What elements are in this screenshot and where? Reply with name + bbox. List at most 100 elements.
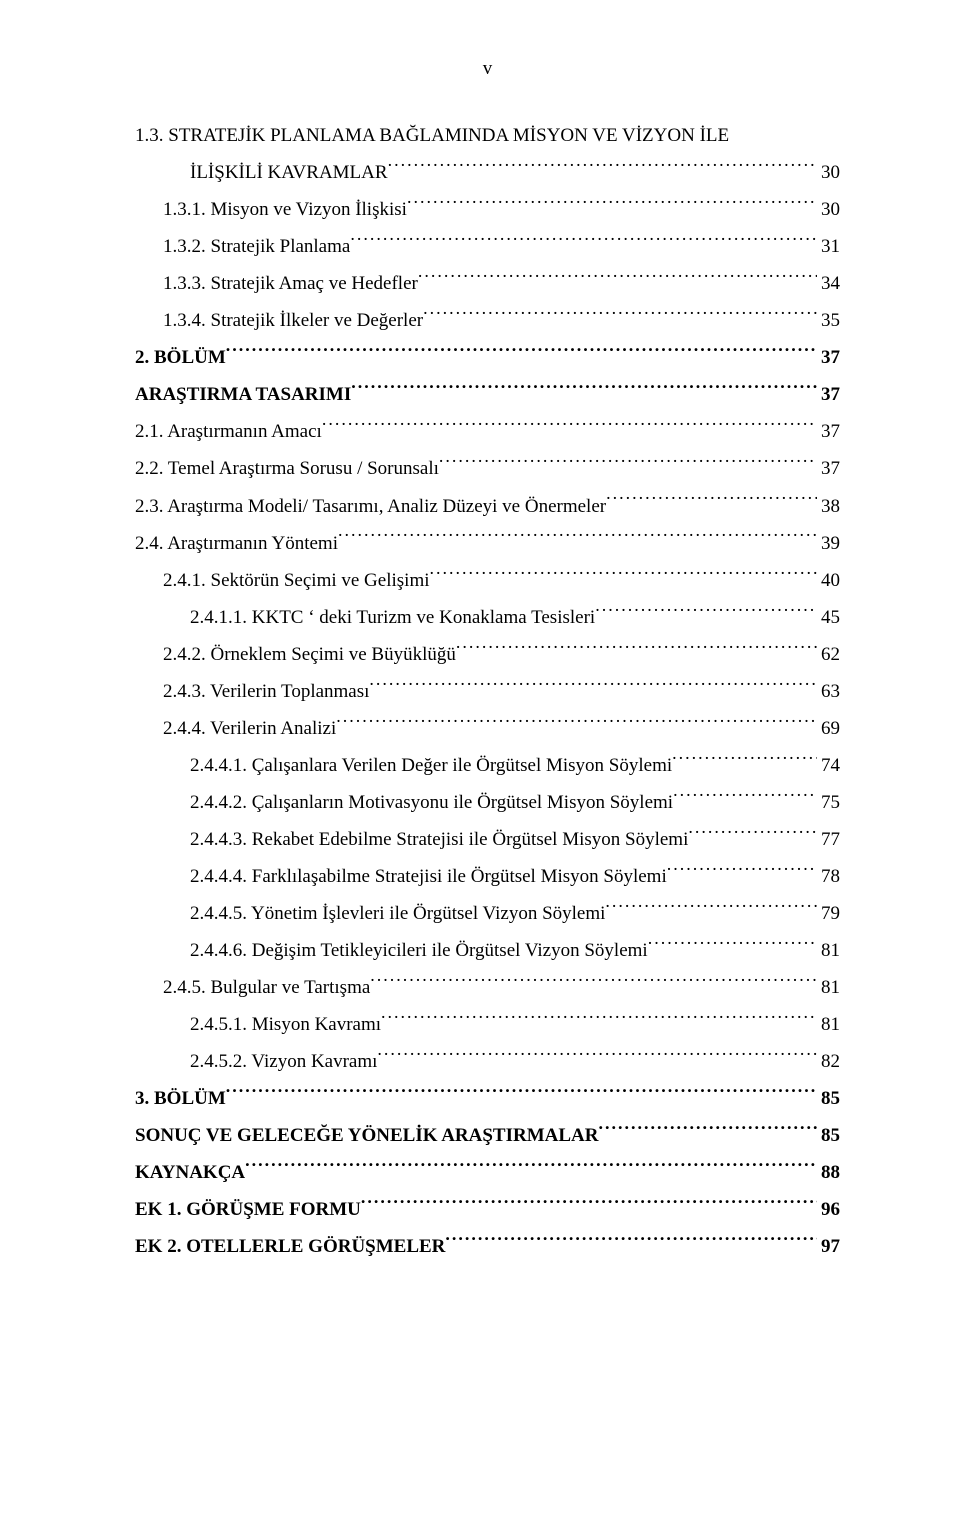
toc-text: 2.4.4.3. Rekabet Edebilme Stratejisi ile… bbox=[190, 821, 688, 858]
toc-entry: 2.1. Araştırmanın Amacı 37 bbox=[135, 413, 840, 450]
toc-page-number: 38 bbox=[817, 488, 840, 525]
toc-page-number: 37 bbox=[817, 450, 840, 487]
toc-page-number: 45 bbox=[817, 599, 840, 636]
dot-leader bbox=[350, 233, 817, 252]
toc-page-number: 30 bbox=[817, 154, 840, 191]
toc-text: 2.4.2. Örneklem Seçimi ve Büyüklüğü bbox=[163, 636, 456, 673]
dot-leader bbox=[595, 604, 817, 623]
toc-text: EK 1. GÖRÜŞME FORMU bbox=[135, 1191, 361, 1228]
dot-leader bbox=[606, 493, 817, 512]
toc-entry: 1.3.1. Misyon ve Vizyon İlişkisi 30 bbox=[135, 191, 840, 228]
toc-entry: 2.4.3. Verilerin Toplanması 63 bbox=[135, 673, 840, 710]
toc-text: 2.4.5.1. Misyon Kavramı bbox=[190, 1006, 381, 1043]
toc-text: 2.4.5. Bulgular ve Tartışma bbox=[163, 969, 370, 1006]
toc-page-number: 88 bbox=[817, 1154, 840, 1191]
dot-leader bbox=[598, 1122, 817, 1141]
toc-text: 1.3.3. Stratejik Amaç ve Hedefler bbox=[163, 265, 418, 302]
dot-leader bbox=[388, 159, 817, 178]
toc-text: KAYNAKÇA bbox=[135, 1154, 245, 1191]
dot-leader bbox=[605, 900, 817, 919]
dot-leader bbox=[245, 1159, 817, 1178]
toc-entry: 2.4.4.4. Farklılaşabilme Stratejisi ile … bbox=[135, 858, 840, 895]
dot-leader bbox=[688, 826, 817, 845]
table-of-contents: 1.3. STRATEJİK PLANLAMA BAĞLAMINDA MİSYO… bbox=[135, 117, 840, 1265]
toc-text: 2.1. Araştırmanın Amacı bbox=[135, 413, 322, 450]
toc-entry: 2.4.4.2. Çalışanların Motivasyonu ile Ör… bbox=[135, 784, 840, 821]
toc-entry: KAYNAKÇA 88 bbox=[135, 1154, 840, 1191]
toc-page-number: 37 bbox=[817, 413, 840, 450]
toc-text: 2.4.4. Verilerin Analizi bbox=[163, 710, 336, 747]
dot-leader bbox=[673, 789, 817, 808]
dot-leader bbox=[377, 1048, 817, 1067]
toc-text: 2.3. Araştırma Modeli/ Tasarımı, Analiz … bbox=[135, 488, 606, 525]
toc-text: 1.3.2. Stratejik Planlama bbox=[163, 228, 350, 265]
toc-text: 2.4.4.4. Farklılaşabilme Stratejisi ile … bbox=[190, 858, 667, 895]
toc-text: 2.4.3. Verilerin Toplanması bbox=[163, 673, 369, 710]
toc-entry: 1.3. STRATEJİK PLANLAMA BAĞLAMINDA MİSYO… bbox=[135, 117, 840, 154]
toc-page-number: 74 bbox=[817, 747, 840, 784]
toc-text: 2.4.4.6. Değişim Tetikleyicileri ile Örg… bbox=[190, 932, 648, 969]
toc-text: 2. BÖLÜM bbox=[135, 339, 226, 376]
toc-page-number: 81 bbox=[817, 1006, 840, 1043]
toc-page-number: 62 bbox=[817, 636, 840, 673]
toc-entry: 1.3.4. Stratejik İlkeler ve Değerler 35 bbox=[135, 302, 840, 339]
toc-entry: 2.4.4.5. Yönetim İşlevleri ile Örgütsel … bbox=[135, 895, 840, 932]
dot-leader bbox=[336, 715, 817, 734]
toc-page-number: 69 bbox=[817, 710, 840, 747]
dot-leader bbox=[226, 344, 817, 363]
toc-page-number: 39 bbox=[817, 525, 840, 562]
toc-entry: ARAŞTIRMA TASARIMI 37 bbox=[135, 376, 840, 413]
dot-leader bbox=[381, 1011, 817, 1030]
dot-leader bbox=[418, 270, 817, 289]
toc-page-number: 75 bbox=[817, 784, 840, 821]
dot-leader bbox=[361, 1196, 817, 1215]
toc-text: 2.4.1. Sektörün Seçimi ve Gelişimi bbox=[163, 562, 430, 599]
toc-entry: 2.3. Araştırma Modeli/ Tasarımı, Analiz … bbox=[135, 488, 840, 525]
toc-page-number: 81 bbox=[817, 932, 840, 969]
toc-page-number: 77 bbox=[817, 821, 840, 858]
toc-entry: 2.4.5.2. Vizyon Kavramı 82 bbox=[135, 1043, 840, 1080]
toc-page-number: 97 bbox=[817, 1228, 840, 1265]
toc-page-number: 78 bbox=[817, 858, 840, 895]
dot-leader bbox=[351, 381, 817, 400]
dot-leader bbox=[456, 641, 817, 660]
toc-text: ARAŞTIRMA TASARIMI bbox=[135, 376, 351, 413]
toc-text: 2.4.4.1. Çalışanlara Verilen Değer ile Ö… bbox=[190, 747, 672, 784]
toc-text: 2.4. Araştırmanın Yöntemi bbox=[135, 525, 338, 562]
toc-entry: 2. BÖLÜM 37 bbox=[135, 339, 840, 376]
toc-entry-continuation: İLİŞKİLİ KAVRAMLAR 30 bbox=[135, 154, 840, 191]
toc-text: 1.3.1. Misyon ve Vizyon İlişkisi bbox=[163, 191, 407, 228]
toc-text: İLİŞKİLİ KAVRAMLAR bbox=[190, 154, 388, 191]
dot-leader bbox=[369, 678, 817, 697]
toc-page-number: 85 bbox=[817, 1080, 840, 1117]
toc-text: 1.3. STRATEJİK PLANLAMA BAĞLAMINDA MİSYO… bbox=[135, 117, 729, 154]
toc-entry: 2.4.4.6. Değişim Tetikleyicileri ile Örg… bbox=[135, 932, 840, 969]
toc-entry: EK 2. OTELLERLE GÖRÜŞMELER 97 bbox=[135, 1228, 840, 1265]
toc-page-number: 96 bbox=[817, 1191, 840, 1228]
dot-leader bbox=[667, 863, 817, 882]
toc-page-number: 30 bbox=[817, 191, 840, 228]
toc-page-number: 37 bbox=[817, 376, 840, 413]
toc-page-number: 37 bbox=[817, 339, 840, 376]
toc-page-number: 34 bbox=[817, 265, 840, 302]
dot-leader bbox=[370, 974, 817, 993]
dot-leader bbox=[407, 196, 817, 215]
toc-text: 2.4.1.1. KKTC ‘ deki Turizm ve Konaklama… bbox=[190, 599, 595, 636]
toc-text: 2.4.4.2. Çalışanların Motivasyonu ile Ör… bbox=[190, 784, 673, 821]
toc-page-number: 35 bbox=[817, 302, 840, 339]
dot-leader bbox=[338, 530, 817, 549]
toc-text: 2.4.5.2. Vizyon Kavramı bbox=[190, 1043, 377, 1080]
toc-entry: 2.4.4.1. Çalışanlara Verilen Değer ile Ö… bbox=[135, 747, 840, 784]
toc-entry: 2.4.5. Bulgular ve Tartışma 81 bbox=[135, 969, 840, 1006]
toc-page-number: 79 bbox=[817, 895, 840, 932]
toc-entry: 1.3.3. Stratejik Amaç ve Hedefler 34 bbox=[135, 265, 840, 302]
dot-leader bbox=[423, 307, 817, 326]
dot-leader bbox=[439, 455, 817, 474]
dot-leader bbox=[672, 752, 817, 771]
toc-entry: 2.4.1. Sektörün Seçimi ve Gelişimi 40 bbox=[135, 562, 840, 599]
toc-page-number: 40 bbox=[817, 562, 840, 599]
toc-entry: 2.2. Temel Araştırma Sorusu / Sorunsalı … bbox=[135, 450, 840, 487]
toc-text: SONUÇ VE GELECEĞE YÖNELİK ARAŞTIRMALAR bbox=[135, 1117, 598, 1154]
toc-entry: 2.4.5.1. Misyon Kavramı 81 bbox=[135, 1006, 840, 1043]
toc-entry: 2.4. Araştırmanın Yöntemi 39 bbox=[135, 525, 840, 562]
